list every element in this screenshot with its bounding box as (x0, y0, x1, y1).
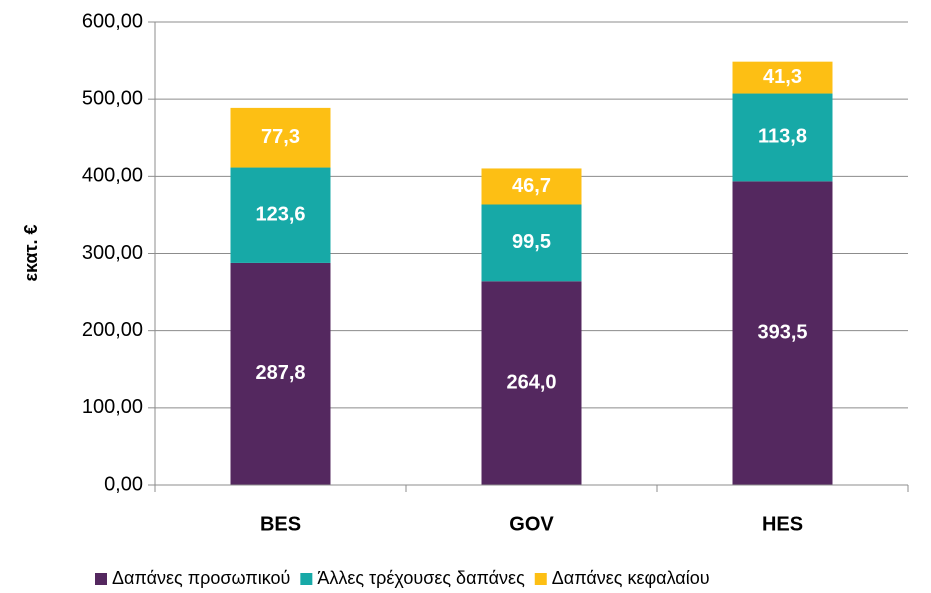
legend-label: Άλλες τρέχουσες δαπάνες (317, 568, 525, 588)
data-label: 99,5 (512, 231, 551, 253)
data-label: 393,5 (757, 321, 807, 343)
data-label: 41,3 (763, 66, 802, 88)
y-tick-label: 200,00 (82, 319, 143, 341)
x-tick-label: GOV (509, 513, 554, 535)
data-label: 113,8 (758, 126, 807, 148)
y-axis-title: εκατ. € (21, 224, 41, 281)
legend-label: Δαπάνες προσωπικού (112, 568, 290, 588)
legend-swatch (95, 573, 107, 585)
bar-segment (481, 204, 582, 282)
x-tick-label: BES (260, 513, 301, 535)
y-tick-label: 500,00 (82, 87, 143, 109)
bar-segment (481, 168, 582, 205)
bar-segment (732, 93, 833, 182)
bar-segment (230, 107, 331, 168)
y-tick-label: 400,00 (82, 165, 143, 187)
y-tick-label: 300,00 (82, 242, 143, 264)
data-label: 77,3 (261, 126, 300, 148)
bar-segment (732, 181, 833, 485)
bar-segment (230, 262, 331, 485)
data-label: 46,7 (512, 175, 551, 197)
y-tick-label: 0,00 (104, 473, 143, 495)
data-label: 287,8 (255, 362, 305, 384)
bar-segment (230, 167, 331, 263)
legend-swatch (534, 573, 547, 585)
data-label: 123,6 (255, 204, 305, 226)
x-tick-label: HES (762, 513, 803, 535)
bar-segment (481, 281, 582, 485)
bar-segment (732, 61, 833, 94)
data-label: 264,0 (506, 371, 556, 393)
legend-swatch (300, 573, 313, 585)
y-tick-label: 600,00 (82, 10, 143, 32)
legend-label: Δαπάνες κεφαλαίου (552, 568, 710, 588)
y-tick-label: 100,00 (82, 396, 143, 418)
